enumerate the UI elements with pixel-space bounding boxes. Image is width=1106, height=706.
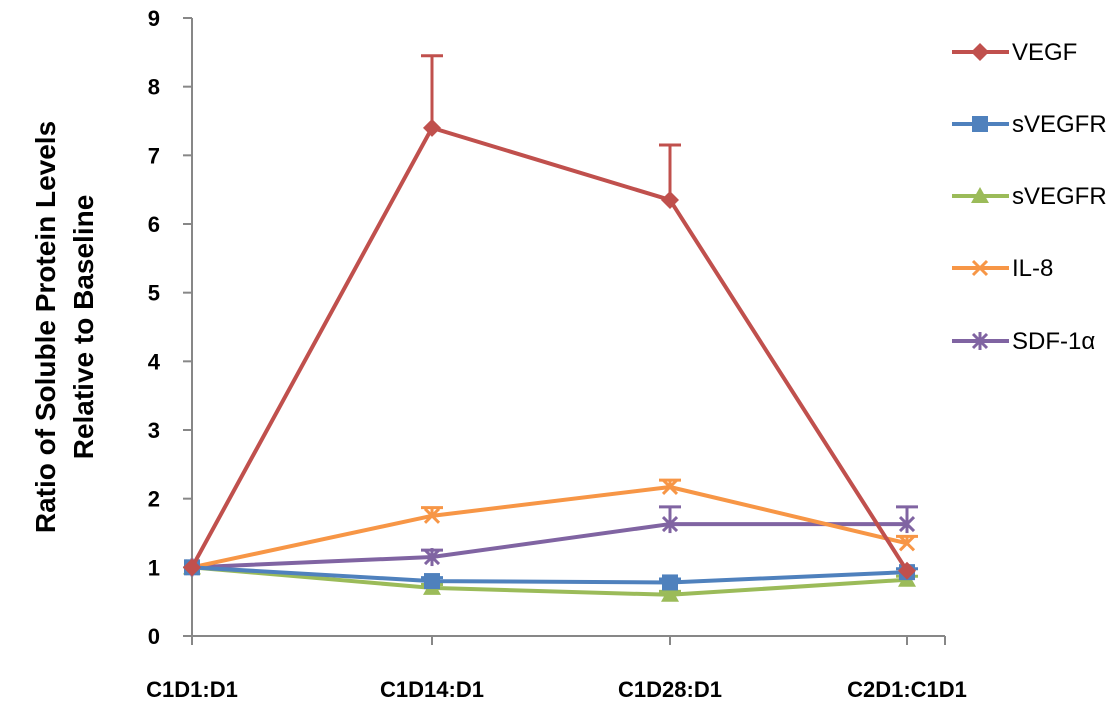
y-tick-label: 5 [148, 281, 160, 306]
legend-label: SDF-1α [1012, 328, 1095, 355]
y-tick-label: 6 [148, 212, 160, 237]
y-axis-title-line: Relative to Baseline [68, 195, 99, 460]
data-point [661, 585, 679, 602]
series-layer [183, 54, 918, 602]
legend-item: IL-8 [952, 255, 1053, 282]
legend-label: VEGF [1012, 39, 1077, 66]
x-tick-label: C1D1:D1 [146, 677, 238, 702]
series-line [191, 565, 908, 597]
legend-item: sVEGFR-3 [952, 183, 1106, 210]
data-point [423, 548, 441, 567]
legend-swatch-marker [971, 43, 989, 61]
legend-label: sVEGFR-3 [1012, 183, 1106, 210]
data-point [898, 535, 916, 552]
y-axis-ticks: 0 1 2 3 4 5 6 7 8 9 [148, 6, 192, 649]
y-tick-label: 3 [148, 418, 160, 443]
data-point [898, 515, 916, 534]
legend-swatch-marker [971, 332, 989, 350]
data-point [423, 507, 441, 524]
axes [191, 18, 945, 637]
y-tick-label: 1 [148, 555, 160, 580]
data-point [661, 478, 679, 496]
y-tick-label: 0 [148, 624, 160, 649]
series-sdf-1- [183, 505, 918, 577]
legend-label: sVEGFR-2 [1012, 111, 1106, 138]
data-point [424, 573, 440, 590]
data-point [423, 118, 441, 137]
data-point [661, 515, 679, 534]
x-tick-label: C2D1:C1D1 [847, 677, 967, 702]
marker-stroke [423, 507, 441, 524]
legend-swatch-marker [971, 259, 989, 277]
series-line [191, 522, 907, 570]
series-vegf [183, 54, 916, 580]
series-line [190, 125, 909, 572]
legend-item: SDF-1α [952, 328, 1095, 355]
y-tick-label: 9 [148, 6, 160, 31]
legend-item: VEGF [952, 39, 1077, 66]
y-tick-label: 4 [148, 349, 161, 374]
x-axis-ticks: C1D1:D1 C1D14:D1 C1D28:D1 C2D1:C1D1 [146, 636, 967, 702]
marker-stroke [661, 478, 679, 496]
y-axis-title-text: Ratio of Soluble Protein Levels Relative … [30, 121, 99, 533]
x-tick-label: C1D14:D1 [380, 677, 484, 702]
legend-swatch-marker [972, 116, 988, 132]
y-axis-title-line: Ratio of Soluble Protein Levels [30, 121, 61, 533]
legend: VEGF sVEGFR-2 sVEGFR-3 IL-8 SDF-1α [952, 39, 1106, 355]
legend-item: sVEGFR-2 [952, 111, 1106, 138]
legend-swatch-marker [971, 187, 989, 203]
y-tick-label: 2 [148, 487, 160, 512]
data-point [898, 561, 916, 580]
series-il-8 [183, 478, 918, 576]
series-line [191, 484, 908, 570]
data-point [662, 574, 678, 591]
marker-stroke [971, 259, 989, 277]
y-tick-label: 7 [148, 143, 160, 168]
y-axis-title: Ratio of Soluble Protein Levels Relative … [30, 121, 99, 533]
data-point [183, 558, 201, 577]
marker-stroke [898, 535, 916, 552]
y-tick-label: 8 [148, 75, 160, 100]
legend-label: IL-8 [1012, 255, 1053, 282]
x-tick-label: C1D28:D1 [618, 677, 722, 702]
data-point [661, 190, 679, 209]
series-line [191, 565, 908, 585]
